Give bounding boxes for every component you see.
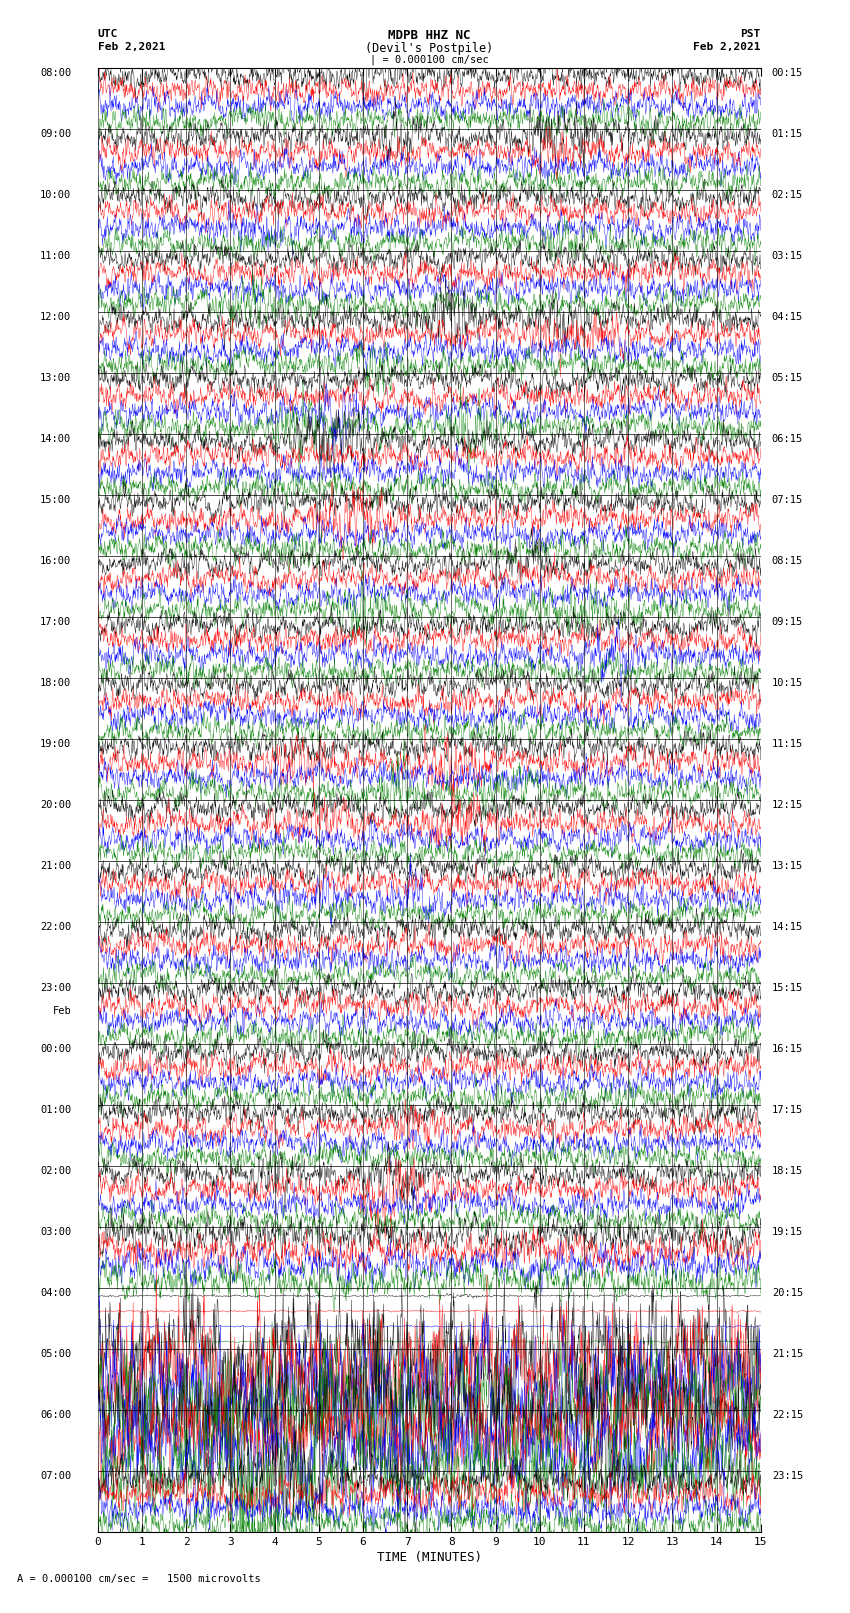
Text: 02:15: 02:15: [772, 190, 803, 200]
Text: 08:15: 08:15: [772, 556, 803, 566]
Text: 10:15: 10:15: [772, 677, 803, 689]
Text: 07:00: 07:00: [40, 1471, 71, 1481]
Text: 03:15: 03:15: [772, 252, 803, 261]
Text: 14:15: 14:15: [772, 923, 803, 932]
Text: 20:15: 20:15: [772, 1289, 803, 1298]
Text: 05:00: 05:00: [40, 1348, 71, 1360]
Text: 13:00: 13:00: [40, 373, 71, 382]
Text: MDPB HHZ NC: MDPB HHZ NC: [388, 29, 471, 42]
Text: 09:00: 09:00: [40, 129, 71, 139]
Text: 17:00: 17:00: [40, 618, 71, 627]
Text: 18:00: 18:00: [40, 677, 71, 689]
Text: 16:15: 16:15: [772, 1044, 803, 1055]
Text: 19:00: 19:00: [40, 739, 71, 748]
Text: 17:15: 17:15: [772, 1105, 803, 1115]
Text: 23:00: 23:00: [40, 984, 71, 994]
Text: 09:15: 09:15: [772, 618, 803, 627]
Text: 01:15: 01:15: [772, 129, 803, 139]
Text: 04:15: 04:15: [772, 311, 803, 323]
Text: 15:00: 15:00: [40, 495, 71, 505]
Text: 06:00: 06:00: [40, 1410, 71, 1421]
Text: 06:15: 06:15: [772, 434, 803, 444]
Text: 18:15: 18:15: [772, 1166, 803, 1176]
Text: 19:15: 19:15: [772, 1227, 803, 1237]
Text: 23:15: 23:15: [772, 1471, 803, 1481]
Text: Feb: Feb: [53, 1005, 71, 1016]
Text: 22:15: 22:15: [772, 1410, 803, 1421]
Text: 08:00: 08:00: [40, 68, 71, 77]
Text: PST: PST: [740, 29, 761, 39]
Text: 04:00: 04:00: [40, 1289, 71, 1298]
Text: 22:00: 22:00: [40, 923, 71, 932]
X-axis label: TIME (MINUTES): TIME (MINUTES): [377, 1552, 482, 1565]
Text: UTC: UTC: [98, 29, 118, 39]
Text: 11:00: 11:00: [40, 252, 71, 261]
Text: 01:00: 01:00: [40, 1105, 71, 1115]
Text: Feb 2,2021: Feb 2,2021: [694, 42, 761, 52]
Text: 20:00: 20:00: [40, 800, 71, 810]
Text: (Devil's Postpile): (Devil's Postpile): [366, 42, 493, 55]
Text: 00:15: 00:15: [772, 68, 803, 77]
Text: 02:00: 02:00: [40, 1166, 71, 1176]
Text: 07:15: 07:15: [772, 495, 803, 505]
Text: 21:15: 21:15: [772, 1348, 803, 1360]
Text: 16:00: 16:00: [40, 556, 71, 566]
Text: 00:00: 00:00: [40, 1044, 71, 1055]
Text: 03:00: 03:00: [40, 1227, 71, 1237]
Text: 21:00: 21:00: [40, 861, 71, 871]
Text: 14:00: 14:00: [40, 434, 71, 444]
Text: 05:15: 05:15: [772, 373, 803, 382]
Text: 11:15: 11:15: [772, 739, 803, 748]
Text: 10:00: 10:00: [40, 190, 71, 200]
Text: 15:15: 15:15: [772, 984, 803, 994]
Text: | = 0.000100 cm/sec: | = 0.000100 cm/sec: [370, 55, 489, 66]
Text: Feb 2,2021: Feb 2,2021: [98, 42, 165, 52]
Text: 12:15: 12:15: [772, 800, 803, 810]
Text: 13:15: 13:15: [772, 861, 803, 871]
Text: A = 0.000100 cm/sec =   1500 microvolts: A = 0.000100 cm/sec = 1500 microvolts: [17, 1574, 261, 1584]
Text: 12:00: 12:00: [40, 311, 71, 323]
